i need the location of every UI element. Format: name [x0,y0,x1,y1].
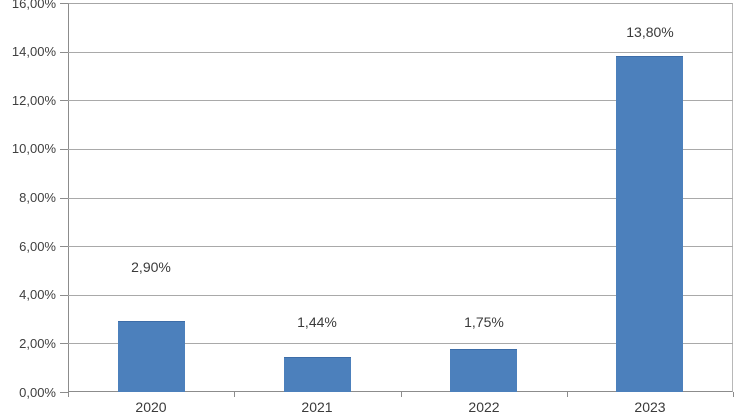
bar-2023 [616,56,683,392]
y-axis-tick-label: 16,00% [11,0,56,11]
gridline [68,294,733,296]
y-axis-tick-label: 2,00% [19,335,56,351]
y-axis-tick [60,197,68,199]
y-axis-tick-label: 0,00% [19,384,56,400]
gridline [68,197,733,199]
x-axis-label-2020: 2020 [135,399,167,415]
y-axis-tick-label: 12,00% [11,92,56,108]
gridline [68,51,733,53]
x-axis-tick [68,392,69,397]
x-axis-tick [401,392,402,397]
gridline [68,148,733,150]
y-axis-tick [60,246,68,248]
data-label-2020: 2,90% [131,259,171,276]
bar-2020 [118,321,185,392]
bar-2021 [284,356,351,392]
y-axis-tick-label: 10,00% [11,141,56,157]
x-axis-label-2023: 2023 [634,399,666,415]
y-axis-tick [60,3,68,4]
gridline [68,100,733,102]
gridline [68,246,733,248]
y-axis-tick-label: 14,00% [11,44,56,60]
y-axis-tick [60,294,68,296]
x-axis-tick [234,392,235,397]
x-axis-tick [733,392,734,397]
gridline [68,343,733,345]
y-axis-tick-label: 8,00% [19,190,56,205]
y-axis-tick [60,51,68,53]
y-axis-tick [60,148,68,150]
data-label-2021: 1,44% [297,313,337,330]
bar-2022 [450,349,517,392]
y-axis-tick [60,343,68,345]
data-label-2022: 1,75% [464,314,504,331]
y-axis-tick-label: 6,00% [19,238,56,254]
x-axis-label-2022: 2022 [468,399,500,415]
y-axis-tick [60,100,68,102]
y-axis-tick [60,392,68,393]
y-axis-tick-label: 4,00% [19,287,56,303]
x-axis-tick [567,392,568,397]
x-axis-label-2021: 2021 [301,399,333,415]
data-label-2023: 13,80% [626,24,674,41]
